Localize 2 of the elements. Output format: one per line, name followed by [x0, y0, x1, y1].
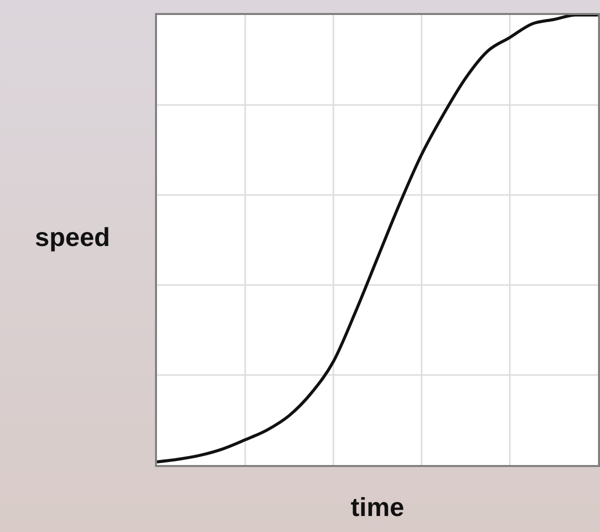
y-axis-title: speed: [34, 222, 112, 253]
x-axis-title: time: [350, 492, 406, 523]
